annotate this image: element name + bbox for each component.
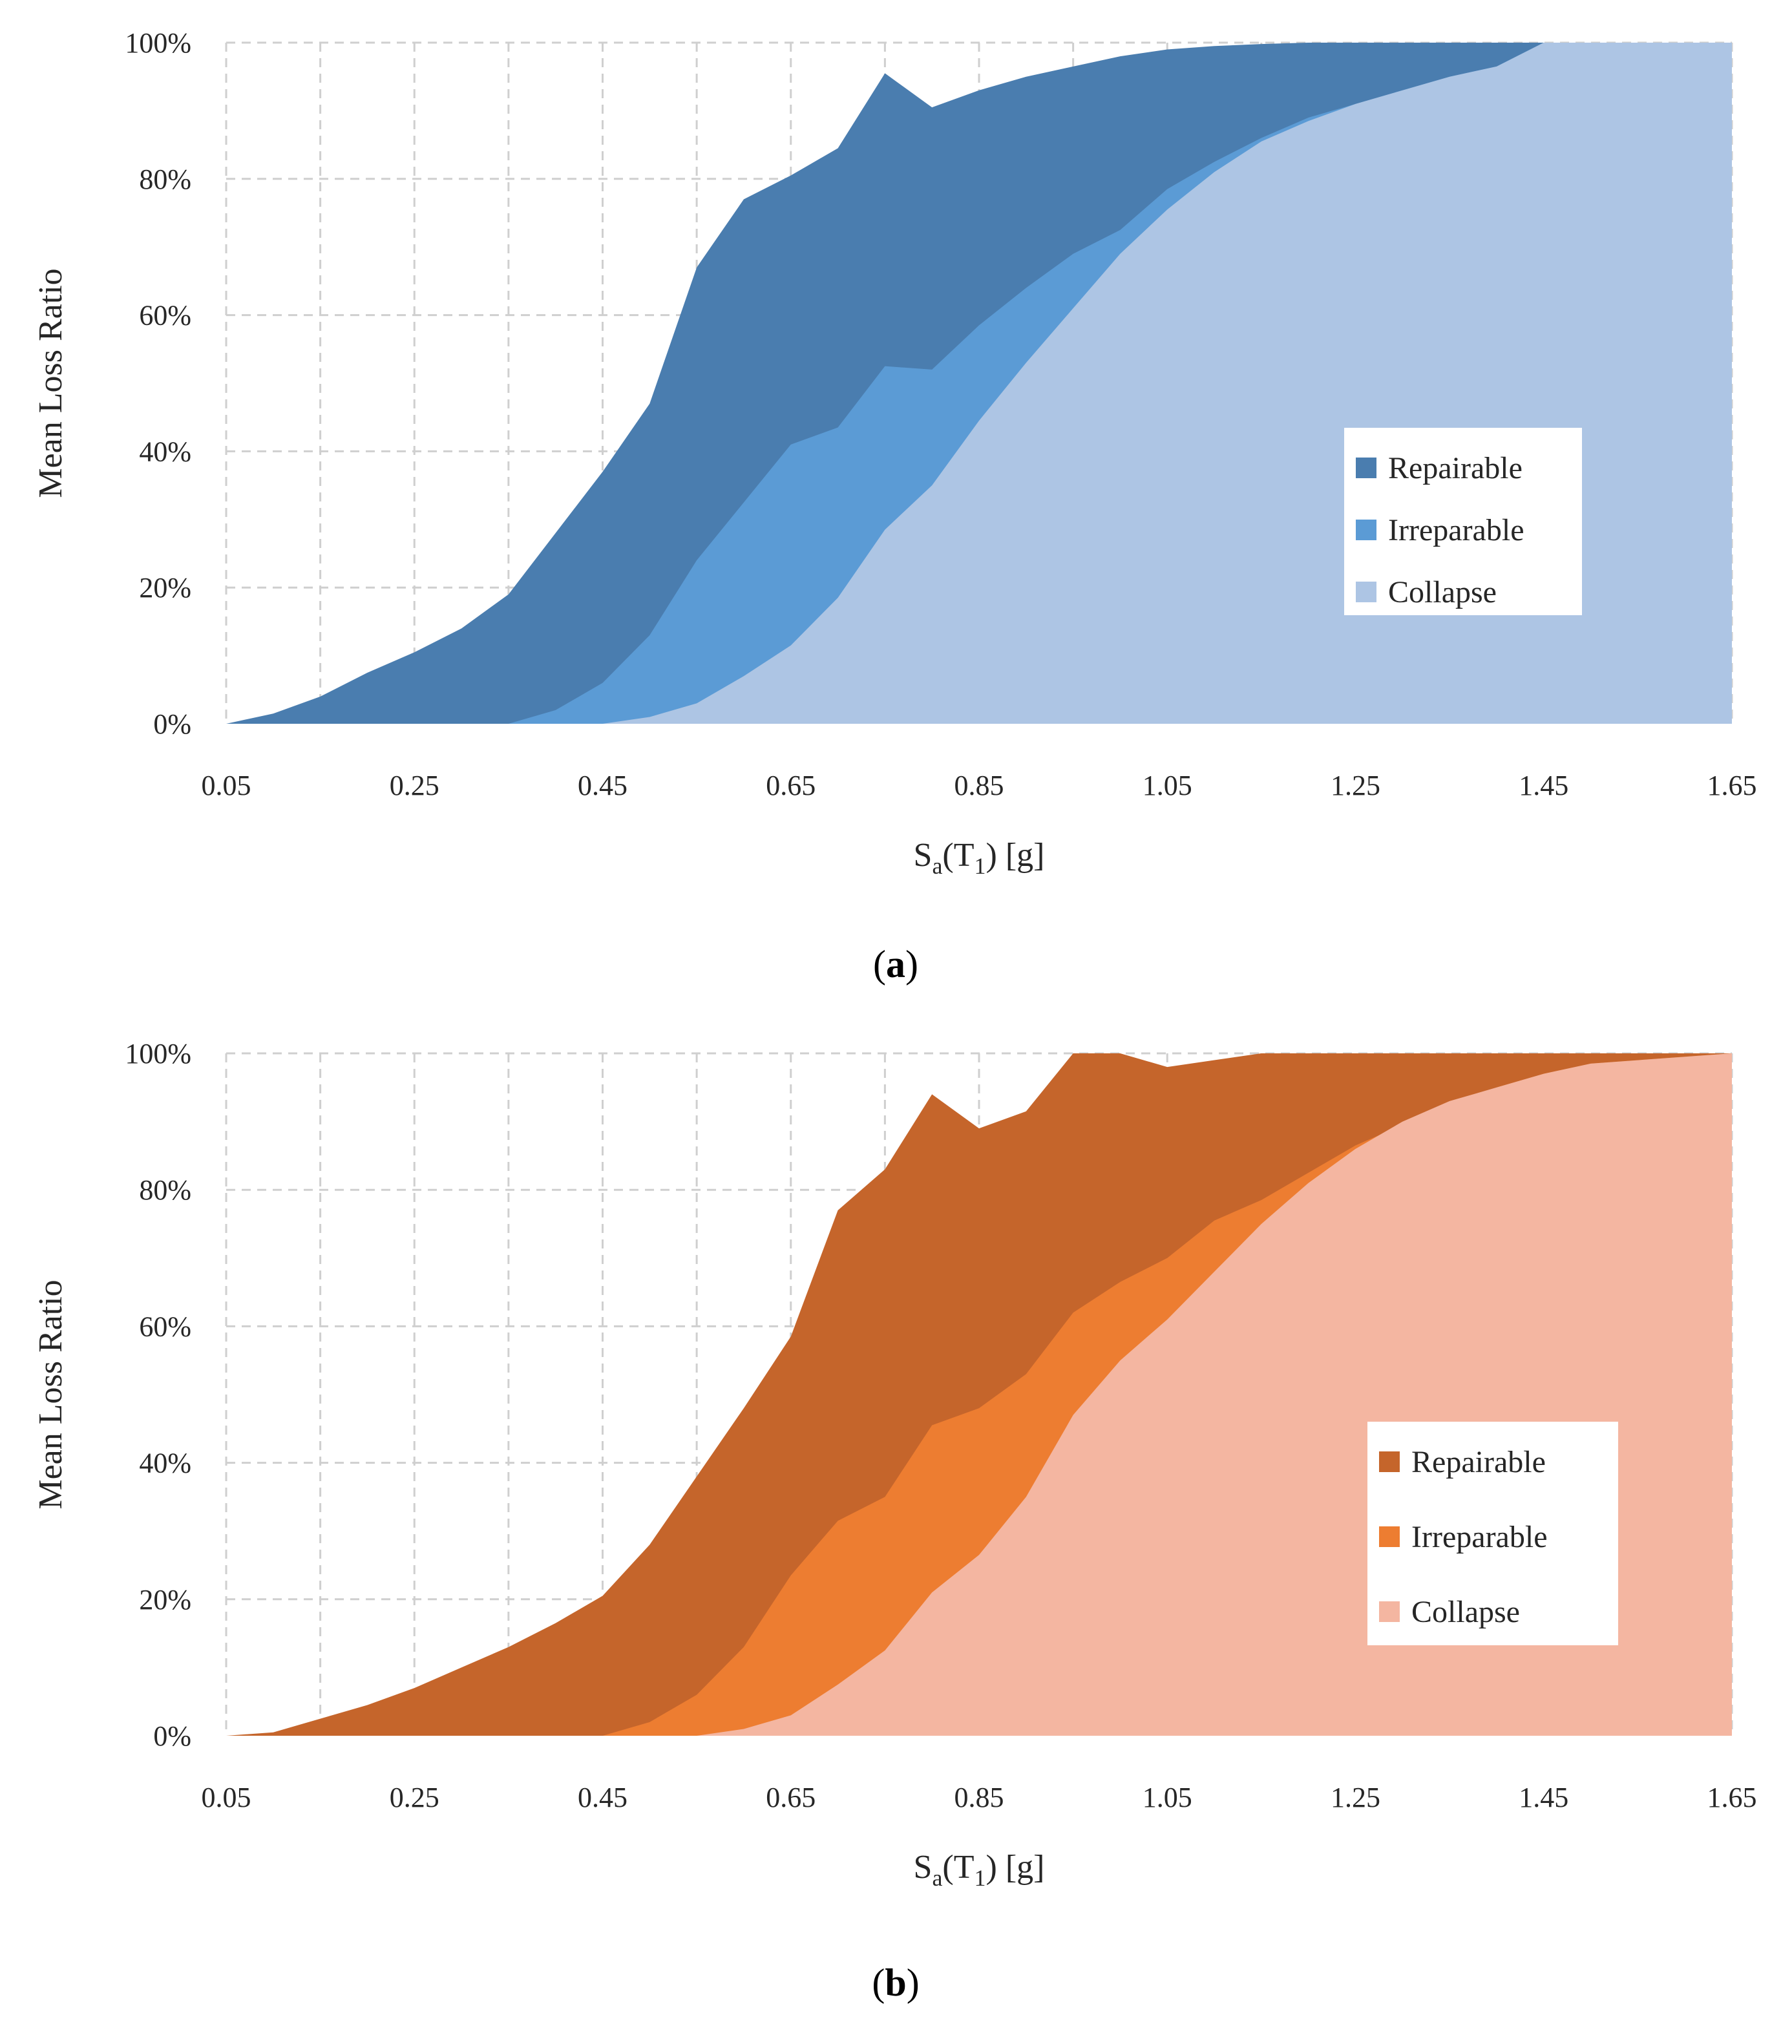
- y-tick-label: 80%: [139, 163, 191, 195]
- x-axis-title: Sa(T1) [g]: [914, 837, 1045, 879]
- y-tick-label: 100%: [125, 27, 191, 59]
- y-tick-label: 60%: [139, 300, 191, 332]
- legend-swatch-collapse: [1379, 1601, 1400, 1622]
- area-collapse: [226, 1053, 1732, 1736]
- x-tick-label: 0.65: [766, 770, 816, 801]
- legend-label-repairable: Repairable: [1411, 1445, 1546, 1479]
- y-tick-label: 80%: [139, 1174, 191, 1206]
- y-tick-label: 40%: [139, 1448, 191, 1479]
- chart-a: 0% 20% 40% 60% 80% 100% 0.05 0.25 0.45 0.65 0.85 1.…: [32, 27, 1757, 985]
- x-axis-tick-labels: 0.05 0.25 0.45 0.65 0.85 1.05 1.25 1.45 1.65: [202, 1782, 1757, 1813]
- y-axis-title: Mean Loss Ratio: [32, 268, 69, 498]
- x-tick-label: 0.25: [390, 770, 439, 801]
- legend-swatch-irreparable: [1356, 520, 1376, 540]
- x-tick-label: 1.65: [1707, 1782, 1757, 1813]
- y-tick-label: 40%: [139, 436, 191, 467]
- legend: Repairable Irreparable Collapse: [1367, 1422, 1618, 1645]
- x-tick-label: 1.25: [1331, 1782, 1380, 1813]
- x-tick-label: 1.25: [1331, 770, 1380, 801]
- x-tick-label: 0.25: [390, 1782, 439, 1813]
- x-axis-title: Sa(T1) [g]: [914, 1849, 1045, 1891]
- x-tick-label: 1.05: [1143, 770, 1192, 801]
- y-tick-label: 0%: [153, 708, 191, 740]
- x-tick-label: 0.85: [954, 1782, 1004, 1813]
- legend-swatch-repairable: [1379, 1451, 1400, 1472]
- y-axis-tick-labels: 0% 20% 40% 60% 80% 100%: [125, 1038, 191, 1752]
- legend-label-irreparable: Irreparable: [1411, 1520, 1548, 1554]
- legend-box: [1367, 1422, 1618, 1645]
- legend-swatch-irreparable: [1379, 1526, 1400, 1547]
- x-axis-tick-labels: 0.05 0.25 0.45 0.65 0.85 1.05 1.25 1.45 1.65: [202, 770, 1757, 801]
- x-tick-label: 0.45: [578, 1782, 627, 1813]
- legend-label-collapse: Collapse: [1411, 1595, 1520, 1629]
- y-tick-label: 20%: [139, 1584, 191, 1616]
- x-tick-label: 1.45: [1519, 1782, 1568, 1813]
- y-tick-label: 100%: [125, 1038, 191, 1069]
- legend-box: [1344, 428, 1582, 615]
- legend-swatch-repairable: [1356, 458, 1376, 478]
- y-axis-title: Mean Loss Ratio: [32, 1280, 69, 1509]
- y-tick-label: 20%: [139, 572, 191, 604]
- chart-b: 0% 20% 40% 60% 80% 100% 0.05 0.25 0.45 0.65 0.85 1.…: [32, 1038, 1757, 2004]
- x-tick-label: 1.05: [1143, 1782, 1192, 1813]
- y-tick-label: 0%: [153, 1720, 191, 1752]
- area-series-group: [226, 1053, 1732, 1736]
- figure-caption: (b): [872, 1961, 919, 2004]
- legend-label-collapse: Collapse: [1388, 575, 1497, 609]
- figure-caption: (a): [873, 943, 918, 985]
- x-tick-label: 0.85: [954, 770, 1004, 801]
- legend-swatch-collapse: [1356, 582, 1376, 602]
- x-tick-label: 0.65: [766, 1782, 816, 1813]
- area-series-group: [226, 43, 1732, 724]
- x-tick-label: 0.05: [202, 1782, 251, 1813]
- x-tick-label: 0.45: [578, 770, 627, 801]
- legend: Repairable Irreparable Collapse: [1344, 428, 1582, 615]
- x-tick-label: 1.65: [1707, 770, 1757, 801]
- y-tick-label: 60%: [139, 1311, 191, 1342]
- y-axis-tick-labels: 0% 20% 40% 60% 80% 100%: [125, 27, 191, 740]
- legend-label-repairable: Repairable: [1388, 451, 1523, 485]
- x-tick-label: 0.05: [202, 770, 251, 801]
- x-tick-label: 1.45: [1519, 770, 1568, 801]
- legend-label-irreparable: Irreparable: [1388, 513, 1524, 547]
